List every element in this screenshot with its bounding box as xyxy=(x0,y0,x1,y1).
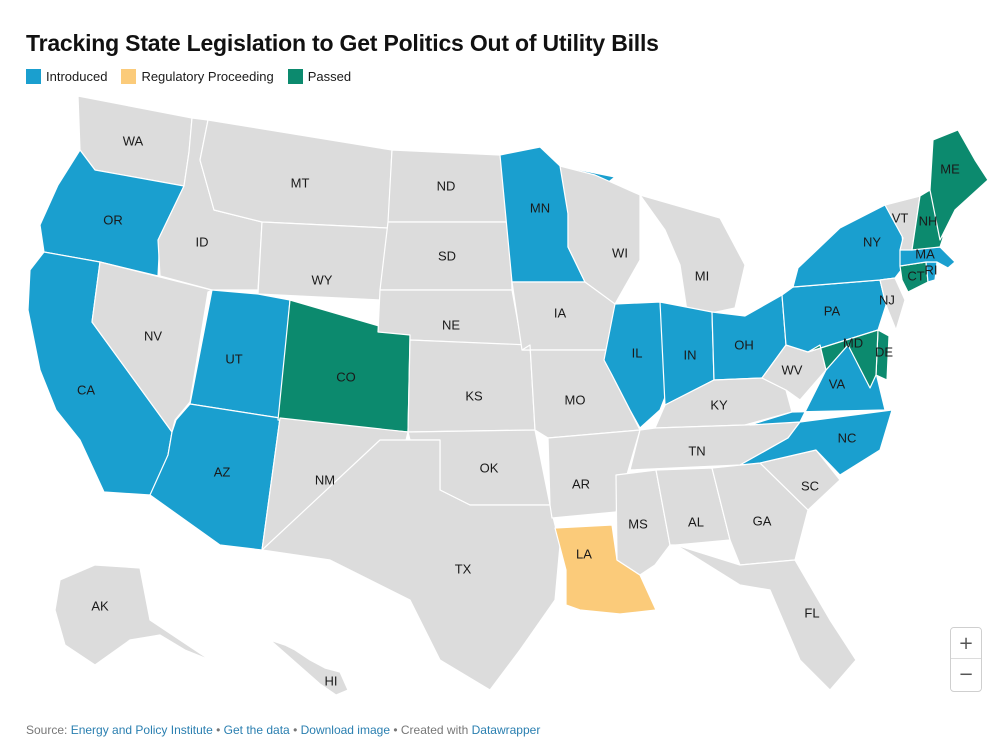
state-la[interactable] xyxy=(554,524,657,615)
zoom-in-button[interactable]: + xyxy=(951,628,981,659)
download-image-link[interactable]: Download image xyxy=(300,723,390,737)
legend-item-introduced: Introduced xyxy=(26,69,107,84)
state-vt[interactable] xyxy=(884,195,921,251)
state-fl[interactable] xyxy=(675,544,857,691)
chart-title: Tracking State Legislation to Get Politi… xyxy=(26,30,659,56)
source-prefix: Source: xyxy=(26,723,68,737)
legend-item-regulatory: Regulatory Proceeding xyxy=(121,69,274,84)
state-nh[interactable] xyxy=(911,189,944,251)
legend-swatch-passed xyxy=(287,69,303,84)
state-ri[interactable] xyxy=(925,261,938,283)
created-with-text: Created with xyxy=(400,723,469,737)
state-md[interactable] xyxy=(807,329,879,389)
state-shapes xyxy=(27,95,989,696)
state-al[interactable] xyxy=(655,467,731,546)
zoom-out-button[interactable]: − xyxy=(951,659,981,690)
zoom-controls: + − xyxy=(950,627,982,692)
legend-label-regulatory: Regulatory Proceeding xyxy=(141,69,274,84)
state-nd[interactable] xyxy=(387,149,511,223)
state-mt[interactable] xyxy=(199,119,393,229)
state-sd[interactable] xyxy=(379,221,513,291)
state-nj[interactable] xyxy=(879,277,906,331)
footer-separator: • xyxy=(216,723,221,737)
state-ma[interactable] xyxy=(899,246,956,269)
legend: Introduced Regulatory Proceeding Passed xyxy=(26,69,351,84)
state-hi[interactable] xyxy=(269,639,349,696)
footer-separator: • xyxy=(393,723,398,737)
state-tx[interactable] xyxy=(261,439,561,691)
state-me[interactable] xyxy=(929,129,989,241)
get-data-link[interactable]: Get the data xyxy=(223,723,290,737)
state-ks[interactable] xyxy=(407,339,536,433)
state-mi[interactable] xyxy=(639,194,746,319)
state-ak[interactable] xyxy=(54,564,211,666)
datawrapper-link[interactable]: Datawrapper xyxy=(471,723,541,737)
legend-swatch-regulatory xyxy=(121,69,137,84)
state-wy[interactable] xyxy=(257,221,389,301)
state-nc[interactable] xyxy=(739,409,893,476)
state-ny[interactable] xyxy=(792,204,906,288)
legend-item-passed: Passed xyxy=(287,69,352,84)
state-ct[interactable] xyxy=(899,261,929,293)
legend-label-introduced: Introduced xyxy=(46,69,108,84)
legend-label-passed: Passed xyxy=(307,69,352,84)
source-link[interactable]: Energy and Policy Institute xyxy=(70,723,213,737)
legend-swatch-introduced xyxy=(26,69,41,84)
footer-separator: • xyxy=(293,723,298,737)
footer: Source: Energy and Policy Institute • Ge… xyxy=(26,723,540,737)
